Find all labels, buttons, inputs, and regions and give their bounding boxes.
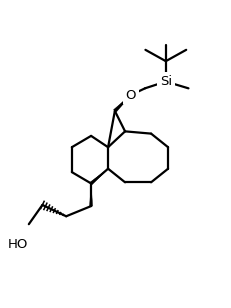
Text: HO: HO [8,238,28,251]
Polygon shape [113,95,130,112]
Text: O: O [125,89,135,102]
Polygon shape [89,184,92,206]
Polygon shape [90,169,108,184]
Text: Si: Si [159,75,171,88]
